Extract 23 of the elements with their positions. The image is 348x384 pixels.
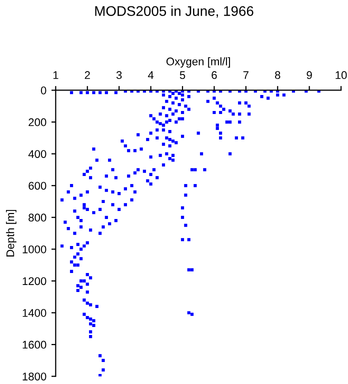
x-tick-label: 9 xyxy=(306,71,312,80)
x-tick-label: 5 xyxy=(180,71,186,80)
y-tick-label: 1400 xyxy=(22,309,46,317)
x-tick-label: 1 xyxy=(53,71,58,79)
y-tick-label: 1800 xyxy=(22,372,46,380)
x-axis-title: Oxygen [ml/l] xyxy=(166,57,230,68)
y-tick-label: 200 xyxy=(28,118,46,126)
y-tick-label: 0 xyxy=(40,86,46,94)
x-tick-label: 3 xyxy=(116,71,122,80)
x-tick-label: 6 xyxy=(212,71,217,80)
y-tick-label: 600 xyxy=(28,182,46,190)
x-tick-label: 4 xyxy=(148,71,154,79)
y-tick-label: 1000 xyxy=(22,245,46,254)
x-tick-label: 2 xyxy=(84,71,90,79)
y-tick-label: 1200 xyxy=(22,277,46,286)
x-tick-label: 8 xyxy=(275,71,280,80)
y-tick-label: 400 xyxy=(28,150,46,158)
x-tick-label: 7 xyxy=(243,71,248,79)
y-tick-label: 1600 xyxy=(22,340,46,349)
chart-title: MODS2005 in June, 1966 xyxy=(95,6,254,18)
y-axis-title: Depth [m] xyxy=(6,210,16,256)
x-tick-label: 10 xyxy=(336,71,347,80)
y-tick-label: 800 xyxy=(28,214,46,222)
